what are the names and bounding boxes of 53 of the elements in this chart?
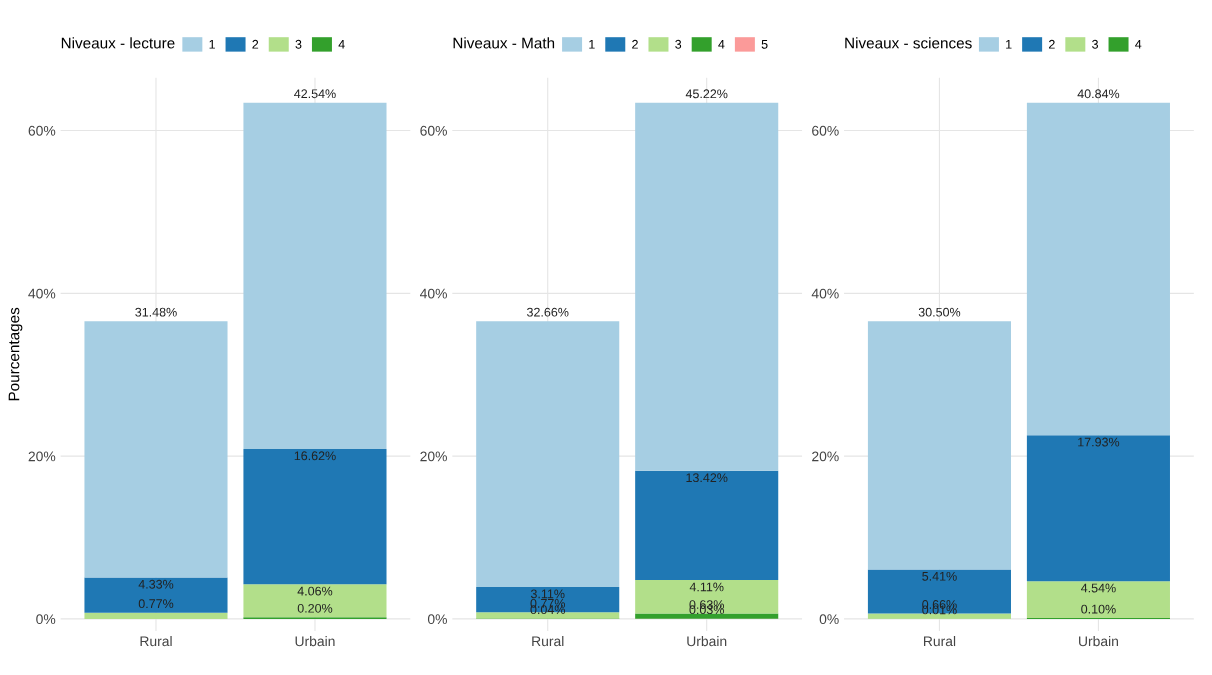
y-tick-label: 0% [819,614,839,625]
data-label: 4.33% [138,579,174,589]
y-tick-label: 20% [28,451,56,462]
data-label: 42.54% [294,89,336,99]
data-label: 16.62% [294,451,336,461]
x-tick-label: Rural [140,635,172,647]
legend-label: 5 [761,39,768,49]
x-tick-label: Rural [923,635,956,647]
y-tick-label: 60% [28,125,56,136]
legend-label: 1 [1006,39,1012,49]
y-tick-label: 60% [812,125,839,136]
legend-label: 2 [252,39,259,49]
legend-label: 4 [338,39,345,49]
y-tick-label: 40% [419,288,447,299]
data-label: 17.93% [1078,437,1120,447]
data-label: 31.48% [135,307,177,317]
data-label: 3.11% [530,589,565,599]
legend-label: 3 [675,39,682,49]
y-tick-label: 60% [420,125,447,136]
y-tick-label: 40% [811,288,839,299]
legend-title: Niveaux - Math [453,37,555,49]
data-label: 32.66% [527,307,569,317]
data-label: 30.50% [918,307,961,317]
data-label: 40.84% [1077,89,1120,99]
legend-label: 3 [295,39,302,49]
legend-label: 2 [632,39,638,49]
x-tick-label: Urbain [1079,635,1118,647]
legend-label: 3 [1092,39,1098,49]
x-tick-label: Urbain [687,635,727,647]
x-tick-label: Rural [532,635,564,647]
data-label: 4.11% [689,582,724,592]
data-label: 13.42% [686,473,728,483]
legend-title: Niveaux - lecture [61,37,175,49]
legend-title: Niveaux - sciences [845,37,972,49]
legend-label: 1 [589,39,595,49]
y-tick-label: 0% [427,614,447,625]
data-label: 5.41% [922,571,957,581]
y-tick-label: 20% [812,451,839,462]
x-tick-label: Urbain [295,635,335,647]
legend-label: 4 [1135,39,1142,49]
data-label: 0.77% [138,599,174,609]
y-tick-label: 20% [420,451,447,462]
y-tick-label: 0% [36,614,56,625]
y-axis-title: Pourcentages [8,307,23,401]
legend-label: 2 [1049,39,1055,49]
legend-label: 4 [718,39,725,49]
data-label: 4.54% [1081,583,1116,593]
y-tick-label: 40% [28,288,56,299]
data-label: 4.06% [297,586,333,596]
legend-label: 1 [209,39,215,49]
data-label: 45.22% [685,89,728,99]
data-label: 0.10% [1081,604,1116,614]
data-label: 0.20% [297,603,333,613]
